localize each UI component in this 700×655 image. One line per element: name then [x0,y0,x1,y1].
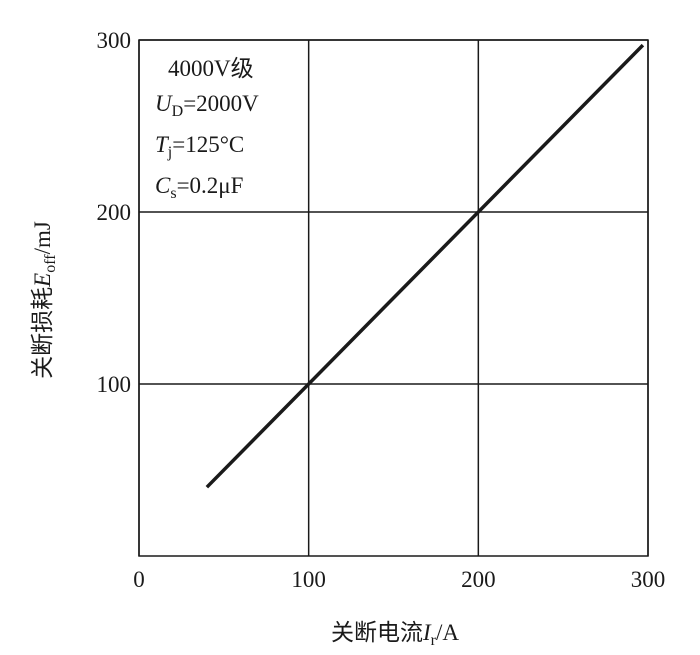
x-tick-label: 100 [291,567,326,592]
sub: off [42,254,59,273]
var: T [155,132,170,157]
y-tick-label: 200 [97,200,132,225]
x-tick-label: 300 [631,567,666,592]
annotation-grade: 4000V级 [168,56,254,81]
annotation: 4000V级 UD=2000V Tj=125°C Cs=0.2μF [155,56,259,202]
var: U [155,91,173,116]
var: E [30,273,55,288]
sub: s [170,185,176,202]
y-tick-label: 300 [97,28,132,53]
sub: j [167,144,172,161]
annotation-temperature: Tj=125°C [155,132,244,161]
var: C [155,173,171,198]
x-tick-label: 0 [133,567,145,592]
y-tick-label: 100 [97,372,132,397]
text: =0.2μF [177,173,244,198]
text: =2000V [183,91,259,116]
text: =125°C [172,132,244,157]
text: 关断损耗 [30,287,55,379]
annotation-capacitance: Cs=0.2μF [155,173,243,202]
unit: /mJ [30,221,55,254]
sub: D [172,103,184,120]
annotation-voltage: UD=2000V [155,91,259,120]
var: I [422,620,432,645]
sub: r [431,632,437,649]
x-axis-label: 关断电流Ir/A [331,620,459,649]
text: 关断电流 [331,620,423,645]
data-line [205,43,645,489]
unit: /A [436,620,459,645]
y-axis-label: 关断损耗Eoff/mJ [30,221,59,379]
x-tick-label: 200 [461,567,496,592]
